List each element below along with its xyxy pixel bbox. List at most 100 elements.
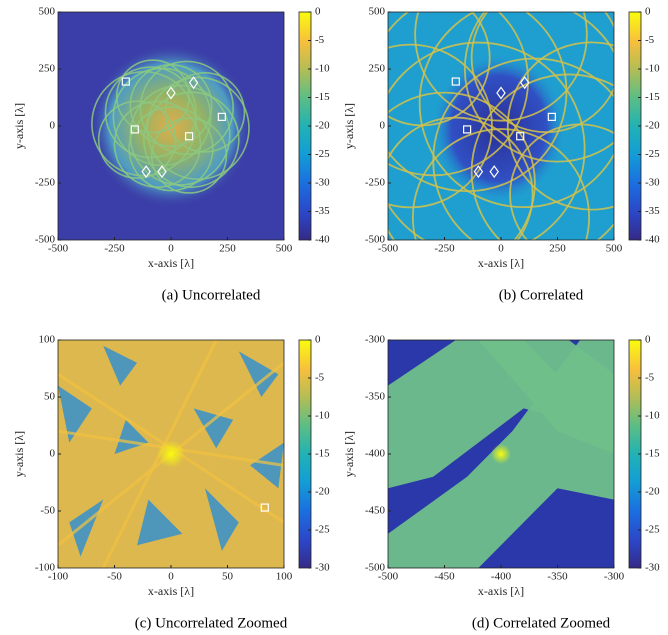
heatmap-patch — [193, 408, 234, 449]
plot-area — [388, 12, 614, 240]
heatmap-patch — [103, 345, 138, 386]
x-tick-label: 250 — [549, 243, 566, 255]
y-tick-label: -500 — [365, 562, 386, 574]
colorbar-tick-label: -10 — [645, 63, 660, 75]
caption: (d) Correlated Zoomed — [472, 615, 611, 631]
heatmap-ring — [388, 12, 529, 177]
heatmap-ring — [388, 41, 586, 240]
heatmap-ring — [388, 91, 536, 240]
x-tick-label: -350 — [547, 571, 568, 583]
square-marker — [516, 132, 525, 141]
y-tick-label: -500 — [365, 234, 386, 246]
colorbar-tick-label: -25 — [315, 148, 330, 160]
square-marker — [217, 112, 226, 121]
x-tick-label: -450 — [434, 571, 455, 583]
heatmap-ring — [506, 41, 614, 211]
heatmap-peak — [491, 444, 511, 464]
x-tick-label: -100 — [48, 571, 69, 583]
heatmap-ring — [113, 100, 202, 188]
colorbar-tick-label: -35 — [645, 205, 660, 217]
colorbar-tick-label: -10 — [645, 410, 660, 422]
caption: (a) Uncorrelated — [162, 287, 261, 303]
y-tick-label: -50 — [40, 505, 55, 517]
plot-area — [388, 340, 614, 568]
colorbar-tick-label: -30 — [315, 562, 330, 574]
colorbar-tick-label: -5 — [315, 34, 325, 46]
heatmap-peak — [157, 440, 185, 468]
colorbar-tick-label: -20 — [315, 120, 330, 132]
square-marker — [184, 132, 194, 141]
y-tick-label: -500 — [35, 234, 56, 246]
square-marker — [260, 503, 269, 512]
y-tick-label: -100 — [35, 562, 56, 574]
x-tick-label: 0 — [168, 571, 174, 583]
x-tick-label: 0 — [498, 243, 504, 255]
heatmap-ring — [146, 76, 250, 180]
square-marker — [121, 77, 130, 86]
y-axis-label: y-axis [λ] — [12, 103, 26, 149]
x-tick-label: -300 — [604, 571, 625, 583]
x-tick-label: 100 — [276, 571, 293, 583]
heatmap-patch — [204, 488, 239, 551]
diamond-marker — [166, 86, 176, 100]
square-marker — [547, 112, 556, 121]
x-tick-label: -250 — [434, 243, 455, 255]
y-tick-label: -300 — [365, 334, 386, 346]
colorbar-tick-label: 0 — [315, 334, 321, 346]
colorbar-tick-label: -15 — [315, 448, 330, 460]
diamond-marker — [496, 86, 506, 100]
colorbar-tick-label: -20 — [645, 120, 660, 132]
plot-area — [58, 12, 284, 240]
x-tick-label: -500 — [378, 243, 399, 255]
heatmap-patch — [58, 385, 92, 443]
x-axis-label: x-axis [λ] — [478, 256, 524, 270]
diamond-marker — [157, 165, 167, 179]
colorbar-tick-label: 0 — [645, 334, 651, 346]
y-tick-label: 500 — [369, 6, 386, 18]
x-axis-label: x-axis [λ] — [148, 584, 194, 598]
y-tick-label: 0 — [380, 120, 386, 132]
colorbar-tick-label: -25 — [645, 148, 660, 160]
colorbar-tick-label: -10 — [315, 63, 330, 75]
x-tick-label: -500 — [378, 571, 399, 583]
x-tick-label: 250 — [219, 243, 236, 255]
colorbar-tick-label: -15 — [315, 91, 330, 103]
heatmap-patch — [250, 442, 284, 489]
y-axis-label: y-axis [λ] — [342, 431, 356, 477]
square-marker — [463, 125, 472, 134]
heatmap-ring — [414, 12, 588, 122]
colorbar-tick-label: -40 — [315, 234, 330, 246]
square-marker — [130, 125, 139, 134]
x-tick-label: 0 — [168, 243, 174, 255]
heatmap-ring — [411, 128, 591, 240]
plot-area — [58, 340, 284, 568]
colorbar-tick-label: -40 — [645, 234, 660, 246]
y-axis-label: y-axis [λ] — [12, 431, 26, 477]
y-tick-label: -450 — [365, 505, 386, 517]
colorbar-tick-label: -20 — [645, 486, 660, 498]
x-tick-label: 50 — [222, 571, 234, 583]
heatmap-ring — [104, 66, 197, 159]
colorbar-tick-label: 0 — [645, 6, 651, 18]
heatmap-ring — [150, 117, 228, 194]
diamond-marker — [188, 76, 199, 90]
heatmap-ring — [418, 12, 614, 209]
y-tick-label: 0 — [50, 448, 56, 460]
diamond-marker — [473, 165, 484, 179]
x-tick-label: 500 — [606, 243, 623, 255]
colorbar-tick-label: 0 — [315, 6, 321, 18]
x-tick-label: -50 — [107, 571, 122, 583]
colorbar-tick-label: -5 — [645, 372, 655, 384]
square-marker — [451, 77, 460, 86]
heatmap-ring — [128, 106, 214, 192]
heatmap-blob — [89, 43, 253, 209]
heatmap-ring — [509, 123, 614, 240]
y-tick-label: 50 — [44, 391, 56, 403]
heatmap-patch — [137, 499, 183, 546]
caption: (b) Correlated — [499, 287, 584, 303]
y-axis-label: y-axis [λ] — [342, 103, 356, 149]
x-tick-label: -400 — [491, 571, 512, 583]
heatmap-ring — [388, 116, 534, 240]
x-tick-label: 500 — [276, 243, 293, 255]
colorbar-tick-label: -5 — [645, 34, 655, 46]
